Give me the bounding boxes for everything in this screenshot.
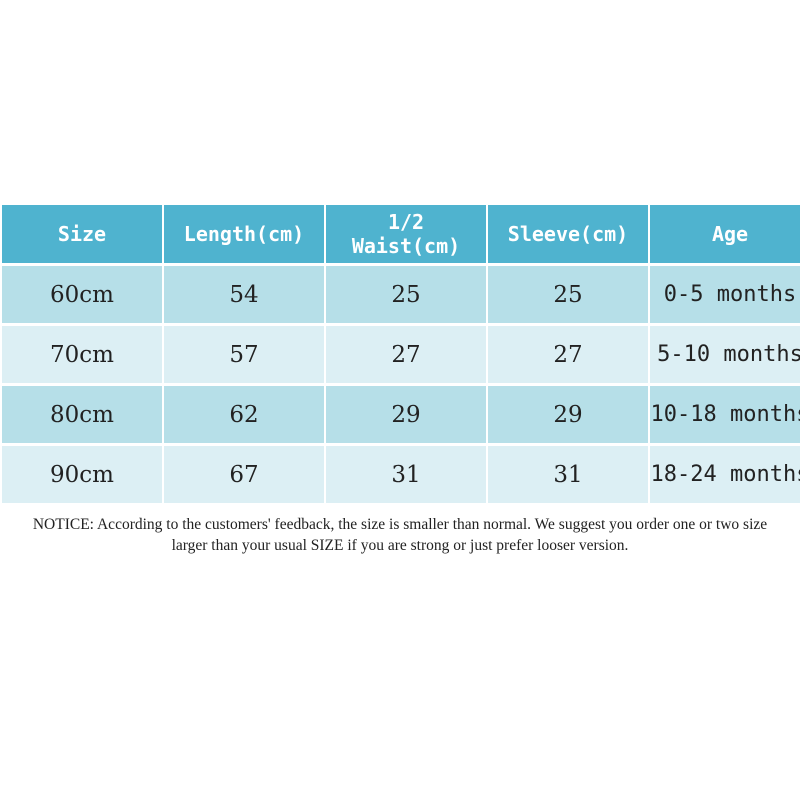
header-length: Length(cm) <box>164 205 324 266</box>
cell-sleeve: 29 <box>488 386 648 446</box>
header-age: Age <box>650 205 800 266</box>
cell-age: 0-5 months <box>650 266 800 326</box>
cell-size: 80cm <box>2 386 162 446</box>
cell-length: 54 <box>164 266 324 326</box>
cell-length: 62 <box>164 386 324 446</box>
cell-sleeve: 25 <box>488 266 648 326</box>
table-row: 60cm 54 25 25 0-5 months <box>2 266 800 326</box>
header-waist-line2: Waist(cm) <box>351 234 461 258</box>
cell-age: 10-18 months <box>650 386 800 446</box>
cell-size: 60cm <box>2 266 162 326</box>
cell-age: 5-10 months <box>650 326 800 386</box>
cell-sleeve: 31 <box>488 446 648 506</box>
cell-waist: 29 <box>326 386 486 446</box>
table-row: 80cm 62 29 29 10-18 months <box>2 386 800 446</box>
cell-waist: 31 <box>326 446 486 506</box>
header-size: Size <box>2 205 162 266</box>
cell-waist: 27 <box>326 326 486 386</box>
sizing-notice: NOTICE: According to the customers' feed… <box>32 516 768 554</box>
cell-size: 90cm <box>2 446 162 506</box>
size-chart-table: Size Length(cm) 1/2 Waist(cm) Sleeve(cm)… <box>0 205 800 506</box>
cell-waist: 25 <box>326 266 486 326</box>
cell-sleeve: 27 <box>488 326 648 386</box>
cell-age: 18-24 months <box>650 446 800 506</box>
cell-length: 67 <box>164 446 324 506</box>
cell-size: 70cm <box>2 326 162 386</box>
table-row: 90cm 67 31 31 18-24 months <box>2 446 800 506</box>
header-sleeve: Sleeve(cm) <box>488 205 648 266</box>
header-waist: 1/2 Waist(cm) <box>326 205 486 266</box>
table-row: 70cm 57 27 27 5-10 months <box>2 326 800 386</box>
header-row: Size Length(cm) 1/2 Waist(cm) Sleeve(cm)… <box>2 205 800 266</box>
cell-length: 57 <box>164 326 324 386</box>
header-waist-line1: 1/2 <box>387 210 425 234</box>
